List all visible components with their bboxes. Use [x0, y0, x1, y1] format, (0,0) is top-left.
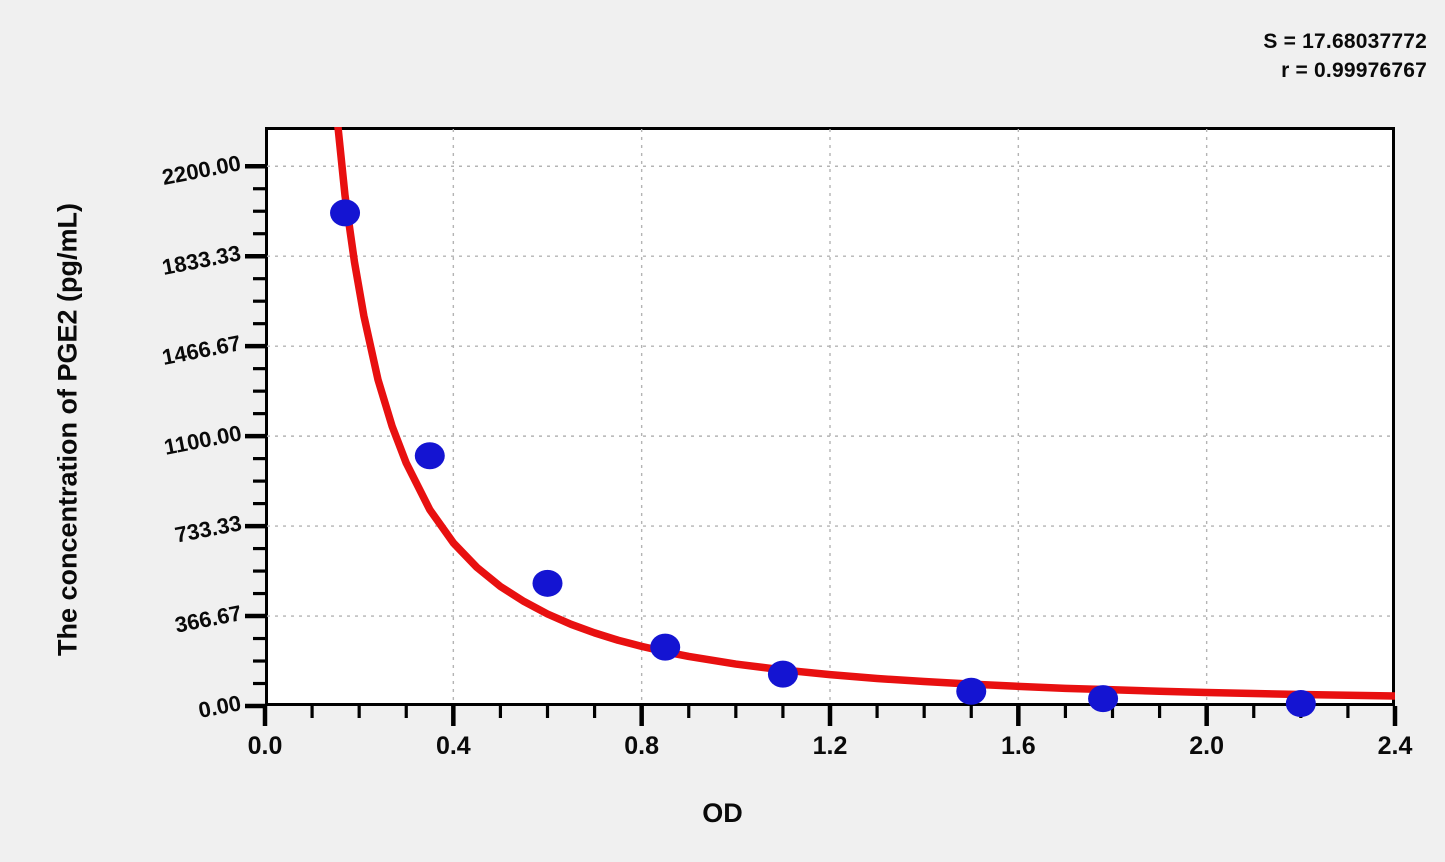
y-axis-title: The concentration of PGE2 (pg/mL): [52, 203, 83, 657]
x-tick-label: 1.6: [1000, 732, 1036, 760]
x-tick-label: 1.2: [812, 732, 848, 760]
y-tick-label: 366.67: [172, 600, 244, 638]
x-tick-label: 2.0: [1189, 732, 1225, 760]
y-tick-label: 733.33: [172, 510, 244, 548]
x-tick-label: 2.4: [1377, 732, 1413, 760]
y-tick-label: 2200.00: [160, 150, 244, 191]
y-tick-label: 0.00: [196, 690, 244, 723]
stat-s-value: S = 17.68037772: [1263, 30, 1427, 53]
y-tick-label: 1466.67: [160, 330, 244, 371]
plot-area: [265, 127, 1395, 706]
x-axis-title: OD: [702, 798, 743, 828]
x-tick-label: 0.8: [624, 732, 660, 760]
y-tick-label: 1833.33: [160, 240, 244, 281]
stat-r-value: r = 0.99976767: [1281, 58, 1427, 82]
x-tick-label: 0.0: [247, 732, 283, 760]
x-tick-label: 0.4: [435, 732, 471, 760]
fit-statistics: S = 17.68037772 r = 0.99976767: [1263, 28, 1427, 86]
y-tick-label: 1100.00: [161, 420, 244, 460]
